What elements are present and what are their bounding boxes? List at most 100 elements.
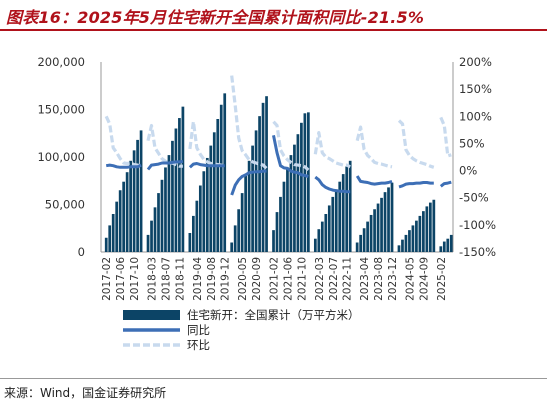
x-tick-label: 2017-02 (101, 257, 113, 301)
x-tick-label: 2021-06 (283, 257, 295, 301)
bar-2023-8 (376, 203, 380, 252)
x-tick-label: 2021-10 (296, 257, 308, 301)
x-tick-label: 2019-08 (206, 257, 218, 301)
bar-2017-3 (108, 225, 112, 252)
right-tick-label: 100% (459, 109, 492, 123)
x-tick-label: 2019-12 (220, 257, 232, 301)
bar-2024-7 (415, 220, 418, 252)
bar-2021-7 (289, 155, 293, 252)
bar-2020-7 (247, 160, 251, 252)
yoy-series (105, 135, 452, 196)
bar-2023-12 (390, 182, 394, 252)
x-tick-label: 2022-07 (328, 257, 340, 301)
bar-2023-2 (355, 242, 359, 252)
bar-2021-5 (282, 181, 286, 252)
bar-2022-12 (348, 160, 352, 252)
bar-2022-2 (313, 238, 317, 252)
x-tick-label: 2023-08 (373, 257, 385, 301)
bar-2022-11 (345, 166, 349, 252)
bar-2024-9 (422, 211, 425, 252)
legend-label: 环比 (187, 338, 210, 352)
bar-2019-5 (198, 185, 202, 252)
bar-2019-4 (195, 200, 199, 252)
bar-2018-8 (167, 155, 171, 252)
bar-2025-3 (442, 241, 446, 252)
x-tick-label: 2023-04 (359, 257, 371, 301)
x-tick-label: 2021-02 (269, 257, 281, 301)
bar-2018-7 (164, 167, 167, 252)
bar-2021-8 (293, 144, 296, 252)
bar-2018-10 (174, 128, 178, 252)
left-tick-label: 0 (78, 245, 85, 259)
x-tick-label: 2025-02 (436, 257, 448, 301)
x-tick-label: 2020-05 (237, 257, 249, 301)
bar-2023-4 (362, 228, 366, 252)
bar-2017-12 (139, 130, 143, 252)
bar-2020-12 (265, 96, 268, 252)
bar-2022-6 (327, 205, 331, 252)
bar-2024-8 (418, 215, 422, 252)
bar-2017-9 (129, 160, 132, 252)
bar-2020-10 (258, 116, 261, 253)
right-tick-label: -100% (459, 218, 496, 232)
mom-series (104, 75, 452, 172)
x-tick-label: 2020-09 (251, 257, 263, 301)
bar-2024-6 (411, 225, 415, 252)
left-tick-label: 200,000 (37, 55, 85, 69)
bar-2018-6 (160, 179, 164, 252)
bar-2019-2 (188, 233, 192, 252)
x-axis-ticks: 2017-02 2017-06 2017-10 2018-03 2018-07 2018-… (101, 257, 448, 301)
yoy-line (105, 135, 452, 196)
bar-2020-11 (261, 102, 265, 252)
bar-2018-3 (150, 220, 153, 252)
bar-2020-9 (254, 130, 258, 252)
bar-2021-4 (279, 196, 282, 252)
left-axis-ticks: 0 50,000 100,000 150,000 200,000 (37, 55, 85, 259)
x-tick-label: 2023-12 (387, 257, 399, 301)
bar-2020-3 (233, 225, 237, 252)
bar-2019-10 (216, 119, 220, 252)
x-tick-label: 2017-06 (115, 257, 127, 301)
bar-2017-6 (118, 190, 122, 252)
right-tick-label: -50% (459, 191, 489, 205)
x-tick-label: 2018-07 (161, 257, 173, 301)
x-tick-label: 2018-11 (174, 257, 186, 301)
left-tick-label: 100,000 (37, 150, 85, 164)
bar-2025-2 (439, 246, 443, 252)
mom-line (104, 75, 452, 172)
title-rule (0, 29, 547, 31)
source-note: 来源：Wind，国金证券研究所 (4, 386, 167, 400)
source-rule (0, 378, 547, 379)
bar-2021-3 (275, 212, 279, 252)
page-title: 图表16：2025年5月住宅新开全国累计面积同比-21.5% (6, 8, 425, 27)
bar-2022-5 (324, 214, 328, 252)
right-tick-label: 50% (459, 136, 485, 150)
bar-2020-8 (251, 145, 254, 252)
bar-2024-10 (425, 206, 429, 252)
bar-2018-2 (146, 234, 150, 252)
right-tick-label: 0% (459, 164, 477, 178)
bar-2019-6 (202, 171, 206, 252)
bar-2017-11 (136, 139, 139, 252)
bar-2023-7 (373, 209, 376, 252)
bar-2021-2 (272, 230, 275, 252)
bar-2021-12 (307, 112, 310, 252)
x-tick-label: 2018-03 (147, 257, 159, 301)
x-tick-label: 2019-04 (192, 257, 204, 301)
x-tick-label: 2022-11 (342, 257, 354, 301)
bar-2017-4 (111, 214, 115, 252)
bar-2020-4 (237, 209, 241, 252)
x-tick-label: 2024-05 (404, 257, 416, 301)
bar-2020-5 (240, 193, 244, 252)
x-tick-label: 2017-10 (129, 257, 141, 301)
bar-2018-9 (171, 140, 174, 252)
right-tick-label: 150% (459, 82, 492, 96)
bar-2022-4 (320, 221, 324, 252)
right-axis-ticks: -150% -100% -50% 0% 50% 100% 150% 200% (459, 55, 496, 259)
bar-2019-8 (209, 145, 213, 252)
bar-2017-7 (122, 181, 126, 252)
bar-2018-4 (153, 207, 157, 252)
bar-2020-6 (244, 176, 247, 252)
bar-2022-10 (341, 174, 345, 252)
